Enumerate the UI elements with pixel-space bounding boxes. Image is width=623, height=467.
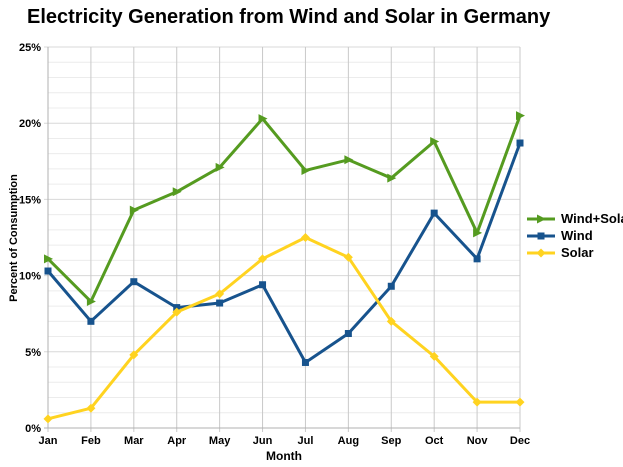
y-tick-label: 20% (19, 118, 41, 130)
legend-item-wind-solar: Wind+Solar (527, 210, 623, 227)
x-tick-label: Sep (381, 435, 401, 447)
x-tick-label: Mar (124, 435, 144, 447)
legend-marker-wind-solar-icon (527, 213, 555, 225)
chart-title: Electricity Generation from Wind and Sol… (27, 6, 551, 28)
legend-item-wind: Wind (527, 227, 623, 244)
legend-label-wind: Wind (561, 228, 593, 243)
legend-label-wind-solar: Wind+Solar (561, 211, 623, 226)
series-line (46, 115, 522, 304)
series-solar (43, 233, 525, 424)
series-line (46, 142, 522, 364)
x-tick-label: Feb (81, 435, 101, 447)
x-tick-label: Nov (467, 435, 489, 447)
series-wind-solar (44, 111, 525, 307)
x-axis-title: Month (266, 449, 302, 463)
y-tick-label: 15% (19, 194, 41, 206)
x-gridlines (47, 47, 521, 432)
y-tick-labels: 0% 5% 10% 15% 20% 25% (19, 42, 41, 435)
x-tick-label: Oct (425, 435, 444, 447)
x-tick-label: Jul (298, 435, 314, 447)
x-tick-label: May (209, 435, 231, 447)
x-tick-labels: Jan Feb Mar Apr May Jun Jul Aug Sep Oct Nov Dec (39, 435, 531, 447)
x-tick-label: Jan (39, 435, 58, 447)
y-axis-title: Percent of Consumption (8, 174, 20, 302)
legend-marker-solar-icon (527, 247, 555, 259)
axes (44, 47, 520, 429)
legend: Wind+Solar Wind Solar (527, 210, 623, 261)
series-wind (44, 139, 524, 366)
x-tick-label: Apr (167, 435, 187, 447)
x-tick-label: Jun (253, 435, 273, 447)
x-tick-label: Aug (338, 435, 359, 447)
legend-item-solar: Solar (527, 244, 623, 261)
legend-label-solar: Solar (561, 245, 594, 260)
x-tick-label: Dec (510, 435, 530, 447)
series-line (47, 236, 520, 421)
y-tick-label: 25% (19, 42, 41, 54)
legend-marker-wind-icon (527, 230, 555, 242)
y-minor-gridlines (48, 61, 520, 414)
y-tick-label: 10% (19, 271, 41, 283)
y-tick-label: 0% (25, 423, 41, 435)
y-tick-label: 5% (25, 347, 41, 359)
